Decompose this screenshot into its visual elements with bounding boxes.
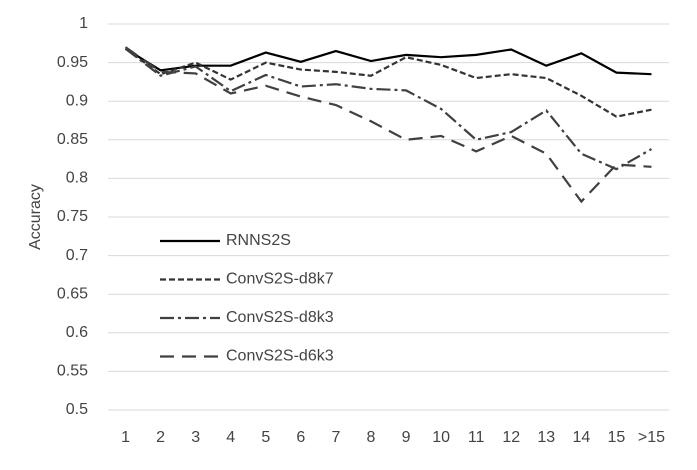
y-tick-label: 0.5 <box>66 401 88 418</box>
x-tick-label: 1 <box>121 429 130 446</box>
x-tick-label: 9 <box>402 429 411 446</box>
x-tick-label: 5 <box>261 429 270 446</box>
y-tick-label: 0.95 <box>57 54 88 71</box>
x-tick-label: >15 <box>638 429 665 446</box>
x-tick-label: 2 <box>156 429 165 446</box>
x-tick-label: 8 <box>367 429 376 446</box>
line-series <box>124 46 652 204</box>
y-tick-label: 0.75 <box>57 208 88 225</box>
x-tick-label: 4 <box>226 429 235 446</box>
y-tick-label: 0.85 <box>57 131 88 148</box>
y-tick-label: 0.7 <box>66 247 88 264</box>
y-tick-label: 0.8 <box>66 170 88 187</box>
y-tick-label: 0.65 <box>57 285 88 302</box>
line-series <box>124 47 652 118</box>
legend-label: ConvS2S-d8k3 <box>226 309 334 326</box>
legend-label: RNNS2S <box>226 232 291 249</box>
x-tick-label: 14 <box>572 429 590 446</box>
y-tick-label: 1 <box>79 15 88 32</box>
x-tick-label: 3 <box>191 429 200 446</box>
line-series <box>124 47 653 171</box>
y-tick-label: 0.55 <box>57 363 88 380</box>
y-tick-label: 0.6 <box>66 324 88 341</box>
x-tick-label: 7 <box>331 429 340 446</box>
x-tick-label: 15 <box>608 429 626 446</box>
x-tick-label: 10 <box>432 429 450 446</box>
legend-label: ConvS2S-d8k7 <box>226 271 334 288</box>
y-tick-label: 0.9 <box>66 92 88 109</box>
x-tick-label: 13 <box>537 429 555 446</box>
line-series <box>124 47 652 76</box>
y-axis-title: Accuracy <box>27 184 44 250</box>
x-tick-label: 6 <box>296 429 305 446</box>
x-tick-label: 12 <box>502 429 520 446</box>
x-tick-label: 11 <box>468 429 485 446</box>
legend-label: ConvS2S-d6k3 <box>226 348 334 365</box>
